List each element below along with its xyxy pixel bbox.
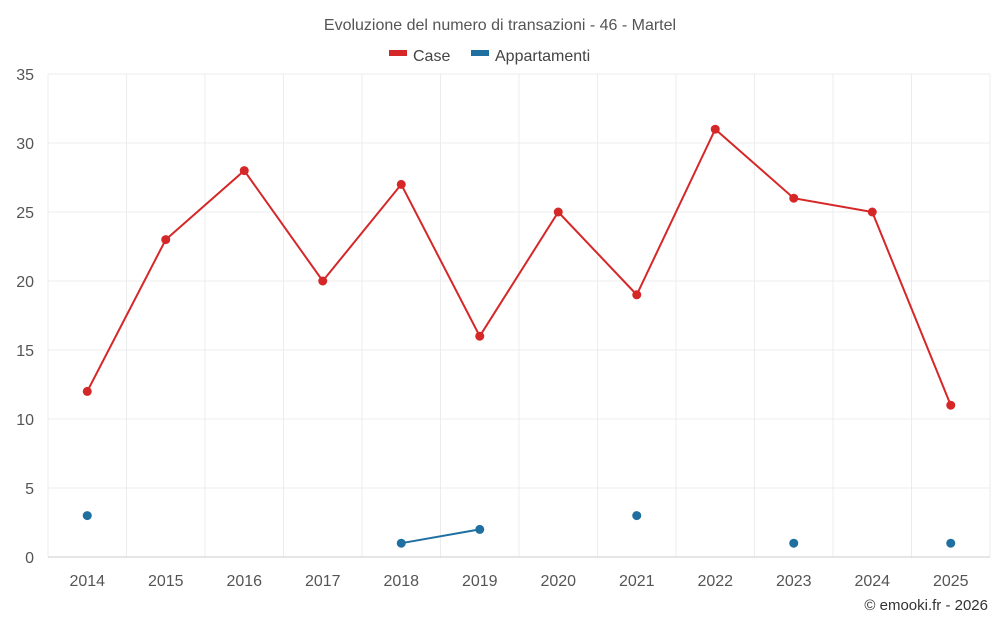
y-tick-label: 25 (16, 205, 34, 222)
data-point (318, 276, 328, 286)
x-tick-label: 2021 (619, 573, 655, 590)
data-point (789, 538, 799, 548)
y-tick-label: 5 (25, 481, 34, 498)
data-point (475, 331, 485, 341)
x-tick-label: 2025 (933, 573, 969, 590)
data-point (710, 124, 720, 134)
x-tick-label: 2015 (148, 573, 184, 590)
x-tick-label: 2016 (226, 573, 262, 590)
legend: Case Appartamenti (389, 48, 590, 65)
data-point (946, 538, 956, 548)
gridlines (47, 73, 991, 558)
x-tick-label: 2014 (69, 573, 105, 590)
credit-text: © emooki.fr - 2026 (864, 597, 988, 614)
x-tick-label: 2017 (305, 573, 341, 590)
data-point (82, 511, 92, 521)
legend-label: Appartamenti (495, 48, 590, 65)
data-point (553, 207, 563, 217)
data-point (632, 511, 642, 521)
data-point (396, 538, 406, 548)
data-point (946, 400, 956, 410)
x-tick-label: 2023 (776, 573, 812, 590)
x-tick-label: 2020 (540, 573, 576, 590)
y-tick-label: 15 (16, 343, 34, 360)
x-tick-label: 2018 (383, 573, 419, 590)
data-point (82, 386, 92, 396)
data-point (867, 207, 877, 217)
chart-title: Evoluzione del numero di transazioni - 4… (324, 17, 676, 34)
series-line-0 (86, 127, 952, 406)
x-tick-label: 2022 (697, 573, 733, 590)
data-point (239, 166, 249, 176)
data-point (396, 179, 406, 189)
data-point (161, 235, 171, 245)
series-line-1 (401, 528, 480, 545)
data-point (632, 290, 642, 300)
y-tick-label: 30 (16, 136, 34, 153)
data-point (789, 193, 799, 203)
legend-label: Case (413, 48, 450, 65)
y-tick-label: 10 (16, 412, 34, 429)
legend-swatch (471, 50, 489, 56)
legend-swatch (389, 50, 407, 56)
y-tick-label: 35 (16, 67, 34, 84)
y-tick-label: 0 (25, 550, 34, 567)
x-tick-label: 2024 (854, 573, 890, 590)
y-tick-label: 20 (16, 274, 34, 291)
x-tick-label: 2019 (462, 573, 498, 590)
y-axis: 0 5 10 15 20 25 30 35 (16, 67, 34, 567)
x-axis: 2014 2015 2016 2017 2018 2019 2020 2021 2022 2023… (69, 573, 968, 590)
series-layer (82, 124, 956, 548)
data-point (475, 524, 485, 534)
